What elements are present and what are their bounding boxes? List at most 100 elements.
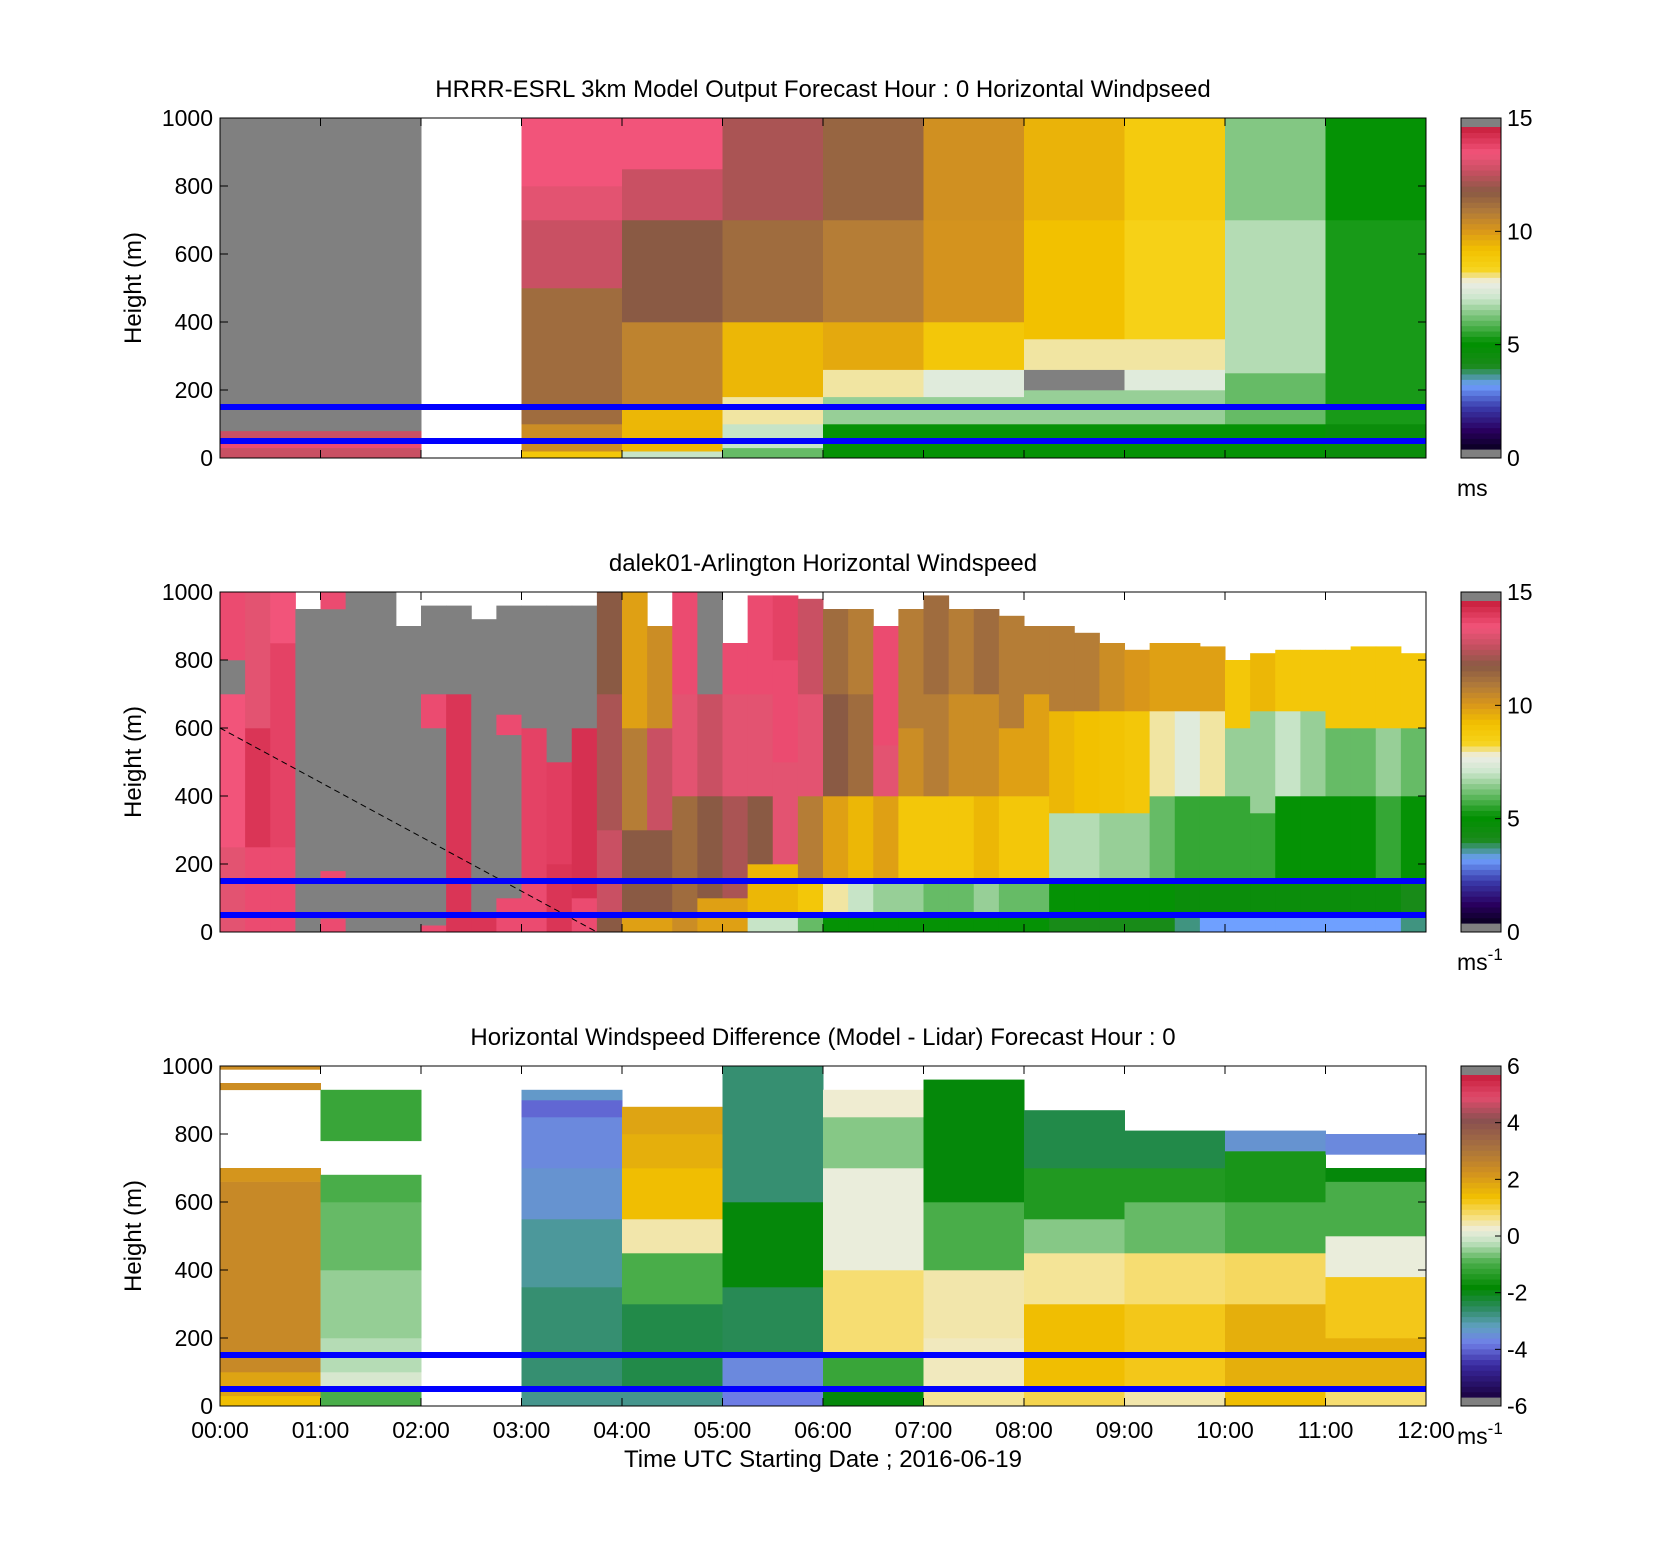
panel-difference-ylabel: Height (m) [120, 1180, 147, 1292]
colorbar-segment [1461, 756, 1501, 763]
colorbar-segment [1461, 1343, 1501, 1350]
colorbar-segment [1461, 762, 1501, 768]
colorbar-segment [1461, 643, 1501, 650]
colorbar-segment [1461, 320, 1501, 327]
colorbar-segment [1461, 127, 1501, 133]
heatmap-cell [622, 592, 648, 729]
colorbar-segment [1461, 863, 1501, 870]
heatmap-cell [220, 1181, 321, 1373]
heatmap-cell [1325, 1276, 1426, 1339]
heatmap-cell [1300, 796, 1327, 882]
colorbar-segment [1461, 416, 1501, 423]
heatmap-cell [948, 694, 975, 797]
heatmap-cell [1225, 1202, 1326, 1254]
heatmap-cell [320, 1089, 422, 1142]
heatmap-cell [1049, 881, 1075, 916]
y-tick-label: 1000 [162, 105, 213, 131]
heatmap-cell [1275, 796, 1301, 882]
x-tick-label: 00:00 [191, 1417, 249, 1443]
heatmap-cell [320, 918, 347, 932]
colorbar-segment [1461, 633, 1501, 640]
heatmap-cell [521, 1389, 623, 1406]
heatmap-cell [1400, 728, 1426, 797]
colorbar-segment [1461, 837, 1501, 844]
heatmap-cell [596, 694, 623, 831]
colorbar-segment [1461, 601, 1501, 607]
panel-lidar: dalek01-Arlington Horizontal Windspeed H… [120, 550, 1533, 975]
heatmap-cell [1300, 915, 1327, 932]
y-tick-label: 800 [175, 1121, 213, 1147]
heatmap-cell [1024, 1219, 1125, 1254]
heatmap-cell [1300, 711, 1327, 797]
heatmap-cell [1124, 1168, 1226, 1203]
heatmap-cell [848, 609, 874, 695]
heatmap-cell [521, 1100, 623, 1118]
colorbar-segment [1461, 309, 1501, 316]
heatmap-cell [697, 694, 724, 797]
heatmap-cell [722, 322, 824, 398]
heatmap-cell [1325, 1236, 1426, 1278]
colorbar-segment [1461, 1289, 1501, 1296]
heatmap-cell [1024, 369, 1125, 391]
x-tick-label: 11:00 [1298, 1417, 1354, 1443]
colorbar-segment [1461, 1187, 1501, 1194]
heatmap-cell [1024, 1168, 1125, 1220]
heatmap-cell [948, 796, 975, 882]
colorbar-segment [1461, 649, 1501, 656]
y-tick-label: 0 [200, 1393, 213, 1419]
heatmap-cell [722, 1389, 824, 1406]
colorbar-segment [1461, 406, 1501, 413]
heatmap-cell [622, 1168, 723, 1220]
heatmap-cell [747, 796, 774, 865]
colorbar-frame [1460, 591, 1502, 933]
y-tick-label: 0 [200, 445, 213, 471]
panel-model-title: HRRR-ESRL 3km Model Output Forecast Hour… [435, 76, 1210, 103]
panel-lidar-axes: 0 200 400 600 800 1000 [162, 579, 1427, 945]
heatmap-cell [521, 728, 548, 882]
heatmap-cell [320, 870, 347, 882]
heatmap-cell [1225, 1304, 1326, 1390]
heatmap-cell [1250, 711, 1276, 814]
heatmap-cell [521, 605, 548, 729]
y-tick-label: 600 [175, 1189, 213, 1215]
colorbar-segment [1461, 719, 1501, 726]
colorbar-segment [1461, 1139, 1501, 1146]
colorbar-segment [1461, 427, 1501, 434]
colorbar-segment [1461, 1182, 1501, 1189]
x-axis-label: Time UTC Starting Date ; 2016-06-19 [624, 1446, 1022, 1473]
heatmap-cell [1149, 881, 1176, 916]
heatmap-cell [722, 1287, 824, 1356]
heatmap-cell [823, 609, 849, 695]
heatmap-cell [1375, 881, 1402, 916]
heatmap-cell [1124, 813, 1151, 882]
colorbar-tick-label: 0 [1507, 445, 1520, 471]
heatmap-cell [521, 1168, 623, 1220]
heatmap-cell [1250, 881, 1276, 916]
colorbar-segment [1461, 1316, 1501, 1323]
panel-difference-axes: 0 200 400 600 800 1000 [162, 1053, 1427, 1419]
heatmap-cell [1325, 1181, 1426, 1237]
heatmap-cell [1225, 1253, 1326, 1305]
colorbar-segment [1461, 175, 1501, 182]
heatmap-cell [1174, 643, 1201, 712]
heatmap-cell [772, 762, 799, 865]
panel-difference: Horizontal Windspeed Difference (Model -… [120, 1024, 1528, 1449]
colorbar-tick-label: 5 [1507, 332, 1520, 358]
heatmap-cell [1124, 339, 1226, 370]
heatmap-cell [1074, 813, 1100, 882]
colorbar-segment [1461, 336, 1501, 343]
heatmap-cell [1325, 881, 1352, 916]
heatmap-cell [320, 1372, 422, 1390]
heatmap-cell [722, 643, 749, 695]
colorbar-unit-label: ms-1 [1457, 1419, 1503, 1449]
colorbar-segment [1461, 880, 1501, 887]
panel-model-axes: 0 200 400 600 800 1000 [162, 105, 1427, 471]
colorbar-segment [1461, 1262, 1501, 1269]
heatmap-cell [1149, 915, 1176, 932]
heatmap-cell [220, 660, 246, 695]
panel-difference-colorbar: -6 -4 -2 0 2 4 6 ms-1 [1457, 1053, 1528, 1449]
colorbar-segment [1461, 223, 1501, 230]
colorbar-segment [1461, 143, 1501, 150]
y-tick-label: 400 [175, 1257, 213, 1283]
